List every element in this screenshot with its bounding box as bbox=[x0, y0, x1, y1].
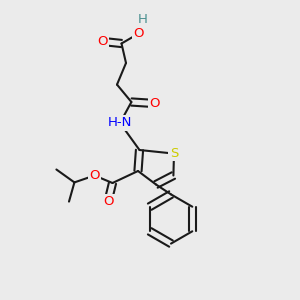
Text: O: O bbox=[97, 35, 107, 48]
Text: H-N: H-N bbox=[108, 116, 132, 130]
Text: H: H bbox=[138, 13, 147, 26]
Text: S: S bbox=[170, 147, 178, 160]
Text: O: O bbox=[89, 169, 100, 182]
Text: O: O bbox=[103, 195, 113, 208]
Text: O: O bbox=[133, 27, 144, 40]
Text: O: O bbox=[149, 97, 160, 110]
